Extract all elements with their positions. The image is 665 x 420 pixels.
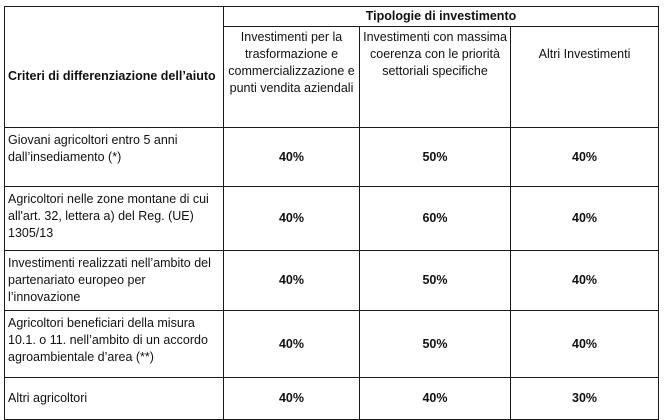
header-empty-cell [4, 6, 224, 27]
rate-cell: 30% [509, 377, 660, 420]
rate-cell: 40% [223, 310, 360, 378]
rate-cell: 60% [359, 186, 511, 251]
criterion-cell: Investimenti realizzati nell’ambito del … [4, 250, 224, 311]
rate-cell: 40% [509, 250, 660, 311]
rate-cell: 40% [509, 186, 660, 251]
header-row-types: Criteri di differenziazione dell’aiuto I… [4, 26, 660, 128]
criterion-cell: Giovani agricoltori entro 5 anni dall’in… [4, 127, 224, 187]
header-row-group: Tipologie di investimento [4, 6, 660, 27]
rate-cell: 50% [359, 250, 511, 311]
criterion-cell: Altri agricoltori [4, 377, 224, 420]
aid-rates-table: Tipologie di investimento Criteri di dif… [4, 6, 660, 420]
investment-type-header: Altri Investimenti [509, 26, 660, 128]
rate-cell: 40% [223, 127, 360, 187]
rate-cell: 40% [509, 127, 660, 187]
rate-cell: 40% [359, 377, 511, 420]
investment-type-header: Investimenti per la trasformazione e com… [223, 26, 360, 128]
aid-rates-table-container: Tipologie di investimento Criteri di dif… [4, 6, 660, 420]
investment-type-header: Investimenti con massima coerenza con le… [359, 26, 511, 128]
rate-cell: 40% [509, 310, 660, 378]
criteria-header: Criteri di differenziazione dell’aiuto [4, 26, 224, 128]
rate-cell: 40% [223, 186, 360, 251]
table-row: Giovani agricoltori entro 5 anni dall’in… [4, 127, 660, 187]
rate-cell: 50% [359, 127, 511, 187]
investment-types-header: Tipologie di investimento [222, 6, 660, 27]
criterion-cell: Agricoltori nelle zone montane di cui al… [4, 186, 224, 251]
table-row: Investimenti realizzati nell’ambito del … [4, 250, 660, 311]
criterion-cell: Agricoltori beneficiari della misura 10.… [4, 310, 224, 378]
rate-cell: 40% [223, 377, 360, 420]
table-row: Altri agricoltori 40% 40% 30% [4, 377, 660, 420]
rate-cell: 50% [359, 310, 511, 378]
table-row: Agricoltori nelle zone montane di cui al… [4, 186, 660, 251]
table-row: Agricoltori beneficiari della misura 10.… [4, 310, 660, 378]
rate-cell: 40% [223, 250, 360, 311]
